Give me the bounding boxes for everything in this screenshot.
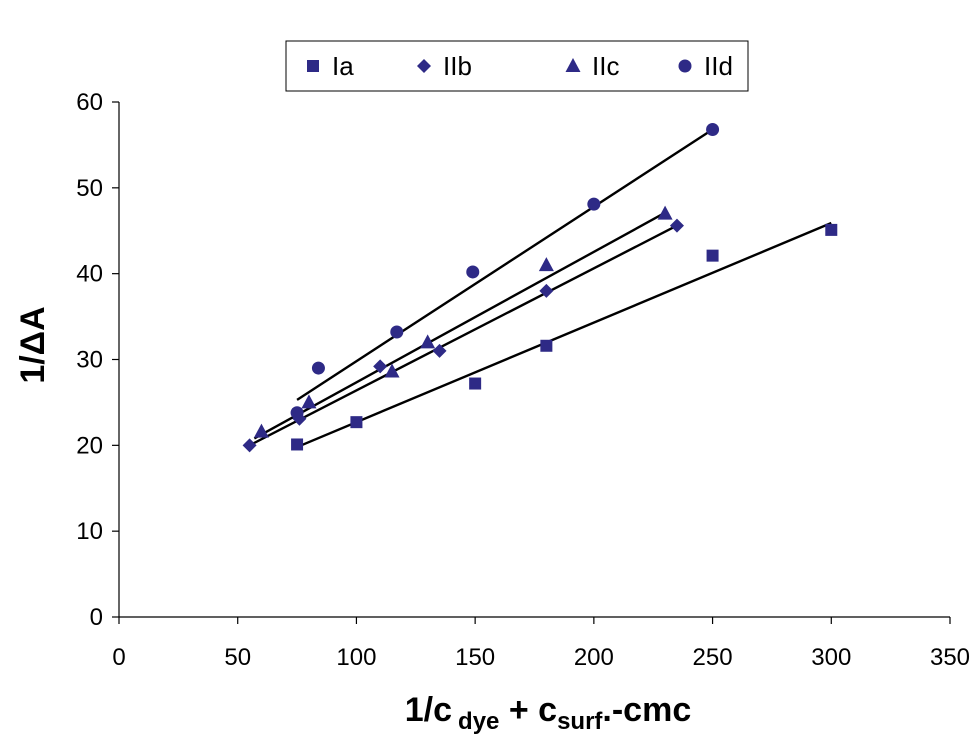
x-tick-label: 250 [693,644,733,671]
x-ticks: 0 50 100 150 200 250 300 350 [112,617,970,671]
legend-marker-iic [565,58,581,72]
y-ticks: 0 10 20 30 40 50 60 [76,89,119,631]
data-point-iid [466,265,480,279]
data-point-iib [373,359,388,374]
data-point-iib [432,343,447,358]
x-tick-label: 350 [930,644,970,671]
y-tick-label: 0 [90,604,103,631]
y-tick-label: 30 [76,347,103,374]
data-point-iid [290,406,304,420]
legend-marker-ia [307,60,319,72]
data-point-iic [384,363,400,378]
legend-entry-ia: Ia [307,51,354,81]
legend-marker-iib [417,59,431,73]
series-ia [291,223,838,451]
legend-label: IIb [443,51,472,81]
x-tick-label: 0 [112,644,125,671]
markers [242,122,838,453]
x-tick-label: 100 [336,644,376,671]
x-tick-label: 150 [455,644,495,671]
x-axis-title-mid: + c [499,691,557,729]
data-point-ia [706,249,719,262]
legend-label: Ia [332,51,354,81]
data-point-ia [825,223,838,236]
fit-lines [249,128,832,449]
series-iid [290,122,720,420]
y-tick-label: 60 [76,89,103,116]
legend-entry-iib: IIb [417,51,472,81]
legend-marker-iid [678,59,692,73]
data-point-iid [390,325,404,339]
legend-entry-iid: IId [678,51,733,81]
data-point-iid [706,122,720,136]
data-point-iid [587,197,601,211]
data-point-iic [420,334,436,349]
data-point-iid [311,361,325,375]
legend-label: IIc [592,51,619,81]
legend-box [285,40,749,92]
series-iic [253,205,673,438]
x-axis-title-sub-dye: dye [458,708,499,735]
fit-line-iid [296,128,714,401]
y-tick-label: 50 [76,175,103,202]
x-axis-title-main: 1/c [405,691,452,729]
data-point-iib [242,438,257,453]
x-tick-label: 200 [574,644,614,671]
data-point-ia [291,438,304,451]
legend: Ia IIb IIc IId [285,40,749,92]
fit-line-iic [253,211,666,440]
legend-items: Ia IIb IIc IId [307,51,733,81]
data-point-iib [669,218,684,233]
x-axis-title-end: .-cmc [602,691,691,729]
axes: 0 50 100 150 200 250 300 350 0 10 20 30 40 50 60 [76,89,970,671]
fit-line-iib [249,224,678,447]
x-axis-title-sub-surf: surf [557,708,603,735]
data-point-iic [538,257,554,272]
y-tick-label: 20 [76,432,103,459]
data-point-iic [253,423,269,438]
data-point-iib [539,283,554,298]
data-point-ia [469,377,482,390]
y-tick-label: 10 [76,518,103,545]
data-point-iic [301,394,317,409]
x-tick-label: 50 [224,644,251,671]
y-axis-title: 1/ΔA [14,306,52,383]
data-point-ia [540,339,553,352]
x-axis-title: 1/c dye + csurf.-cmc [405,691,691,735]
y-tick-label: 40 [76,261,103,288]
x-tick-label: 300 [811,644,851,671]
legend-label: IId [704,51,733,81]
data-point-ia [350,416,363,429]
legend-entry-iic: IIc [565,51,619,81]
fit-line-ia [296,221,832,449]
data-point-iic [657,205,673,220]
